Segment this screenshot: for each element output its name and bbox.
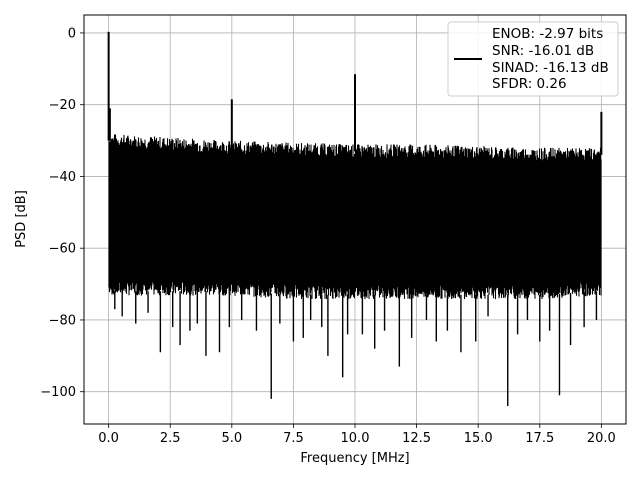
legend-box bbox=[447, 21, 619, 97]
y-tick-label: −20 bbox=[49, 98, 76, 113]
legend: ENOB: -2.97 bits SNR: -16.01 dB SINAD: -… bbox=[447, 21, 619, 97]
y-tick-label: −40 bbox=[49, 170, 76, 185]
x-tick-label: 0.0 bbox=[98, 431, 119, 446]
y-tick-label: −100 bbox=[40, 385, 76, 400]
legend-line-sinad: SINAD: -16.13 dB bbox=[492, 60, 609, 76]
x-tick-label: 15.0 bbox=[464, 431, 493, 446]
ticks: 0.0 2.5 5.0 7.5 10.0 12.5 15.0 17.5 20.0 0 −20 −40 −… bbox=[40, 26, 616, 446]
x-tick-label: 2.5 bbox=[160, 431, 181, 446]
legend-line-sfdr: SFDR: 0.26 bbox=[492, 76, 567, 92]
legend-line-enob: ENOB: -2.97 bits bbox=[492, 26, 603, 42]
x-tick-label: 7.5 bbox=[283, 431, 304, 446]
x-tick-label: 20.0 bbox=[587, 431, 616, 446]
y-tick-label: −80 bbox=[49, 313, 76, 328]
y-tick-label: −60 bbox=[49, 242, 76, 257]
plot-area bbox=[107, 31, 603, 407]
y-axis-label: PSD [dB] bbox=[14, 190, 29, 248]
legend-line-snr: SNR: -16.01 dB bbox=[492, 43, 594, 59]
x-tick-label: 10.0 bbox=[341, 431, 370, 446]
x-tick-label: 12.5 bbox=[402, 431, 431, 446]
series-noise-floor bbox=[108, 134, 602, 300]
x-tick-label: 5.0 bbox=[221, 431, 242, 446]
y-tick-label: 0 bbox=[68, 26, 76, 41]
x-axis-label: Frequency [MHz] bbox=[300, 451, 409, 466]
x-tick-label: 17.5 bbox=[525, 431, 554, 446]
